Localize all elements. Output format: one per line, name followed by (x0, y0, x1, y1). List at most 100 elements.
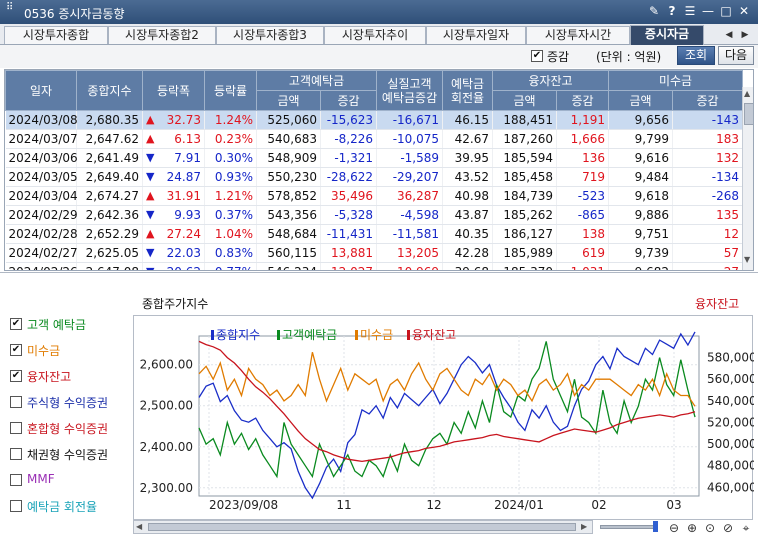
maximize-icon[interactable]: □ (720, 4, 732, 18)
plot-frame (198, 335, 700, 497)
tab-market-summary[interactable]: 시장투자종합 (4, 26, 108, 44)
zoom-in-icon[interactable]: ⊕ (686, 521, 698, 535)
query-button[interactable]: 조회 (677, 46, 715, 65)
legend-swatch (355, 330, 358, 340)
series-toggle-checkbox[interactable]: ✔ (10, 370, 22, 382)
cell-rate: 0.30% (204, 148, 257, 168)
window-menu-icon[interactable]: ⠿ (6, 2, 14, 13)
table-row[interactable]: 2024/02/27 2,625.05 ▼ 22.03 0.83% 560,115 13,8… (5, 243, 744, 263)
cell-change-value: 20.62 (167, 265, 201, 270)
tab-market-trend[interactable]: 시장투자추이 (324, 26, 426, 44)
series-toggle-item[interactable]: 채권형 수익증권 (10, 446, 128, 462)
cell-rate: 1.24% (204, 110, 257, 130)
series-toggle-checkbox[interactable] (10, 422, 22, 434)
down-arrow-icon: ▼ (146, 151, 155, 164)
cell-rate: 0.77% (204, 262, 257, 270)
legend-swatch (211, 330, 214, 340)
hscroll-thumb[interactable] (148, 523, 576, 531)
hscroll-right-icon[interactable]: ▶ (581, 522, 588, 531)
series-toggle-item[interactable]: 주식형 수익증권 (10, 394, 128, 410)
pin-icon[interactable]: ✎ (648, 4, 660, 18)
grid-scrollbar[interactable]: ▲ ▼ (742, 87, 753, 270)
table-row[interactable]: 2024/03/07 2,647.62 ▲ 6.13 0.23% 540,683 -8,22… (5, 129, 744, 149)
cell-turnover: 43.87 (442, 205, 494, 225)
series-toggle-checkbox[interactable] (10, 500, 22, 512)
cell-unpaid: 9,682 (608, 262, 674, 270)
legend-swatch (277, 330, 280, 340)
menu-icon[interactable]: ☰ (684, 4, 696, 18)
crosshair-icon[interactable]: ⌖ (742, 521, 750, 535)
scroll-down-icon[interactable]: ▼ (744, 255, 751, 264)
tab-market-summary2[interactable]: 시장투자종합2 (108, 26, 216, 44)
x-tick-label: 12 (426, 498, 441, 512)
zoom-slider[interactable] (600, 521, 658, 532)
cell-real-deposit: 13,205 (376, 243, 444, 263)
table-row[interactable]: 2024/03/04 2,674.27 ▲ 31.91 1.21% 578,852 35,4… (5, 186, 744, 206)
cell-unpaid: 9,739 (608, 243, 674, 263)
col-deposit-amount: 금액 (256, 90, 321, 111)
zoom-out-icon[interactable]: ⊖ (668, 521, 680, 535)
zoom-slider-knob[interactable] (653, 521, 658, 532)
tab-market-time[interactable]: 시장투자시간 (526, 26, 630, 44)
table-row[interactable]: 2024/02/29 2,642.36 ▼ 9.93 0.37% 543,356 -5,32… (5, 205, 744, 225)
series-toggle-item[interactable]: MMF (10, 472, 128, 488)
next-button[interactable]: 다음 (718, 46, 754, 65)
zoom-reset-icon[interactable]: ⊙ (704, 521, 716, 535)
table-row[interactable]: 2024/02/28 2,652.29 ▲ 27.24 1.04% 548,684 -11,… (5, 224, 744, 244)
cell-credit: 185,458 (492, 167, 558, 187)
scroll-up-icon[interactable]: ▲ (744, 89, 751, 98)
series-toggle-checkbox[interactable]: ✔ (10, 318, 22, 330)
help-icon[interactable]: ? (668, 4, 676, 18)
cell-change-value: 27.24 (166, 227, 201, 241)
cell-date: 2024/03/07 (5, 129, 78, 149)
tab-prev-icon[interactable]: ◀ (725, 30, 733, 40)
zoom-fit-icon[interactable]: ⊘ (722, 521, 734, 535)
series-toggle-item[interactable]: 예탁금 회전율 (10, 498, 128, 514)
series-toggle-label: 주식형 수익증권 (27, 396, 109, 410)
cell-deposit-diff: -28,622 (320, 167, 378, 187)
cell-deposit-diff: -5,328 (320, 205, 378, 225)
chart-hscrollbar[interactable]: ◀ ▶ (133, 520, 593, 534)
cell-credit-diff: 1,031 (556, 262, 610, 270)
cell-turnover: 40.35 (442, 224, 494, 244)
minimize-icon[interactable]: — (702, 4, 714, 18)
series-toggle-checkbox[interactable] (10, 474, 22, 486)
cell-unpaid: 9,618 (608, 186, 674, 206)
series-toggle-item[interactable]: ✔ 융자잔고 (10, 368, 128, 384)
table-row[interactable]: 2024/03/08 2,680.35 ▲ 32.73 1.24% 525,060 -15,… (5, 110, 744, 130)
tab-market-funds[interactable]: 증시자금 (630, 25, 704, 45)
tab-next-icon[interactable]: ▶ (741, 30, 749, 40)
series-toggle-checkbox[interactable] (10, 448, 22, 460)
cell-turnover: 39.95 (442, 148, 494, 168)
cell-unpaid-diff: -143 (672, 110, 744, 130)
series-toggle-checkbox[interactable]: ✔ (10, 344, 22, 356)
cell-change-value: 32.73 (166, 113, 201, 127)
line-chart: 2,600.00 2,500.00 2,400.00 2,300.00 580,000 5… (140, 328, 754, 512)
hscroll-left-icon[interactable]: ◀ (136, 522, 143, 531)
cell-turnover: 42.28 (442, 243, 494, 263)
table-row[interactable]: 2024/03/06 2,641.49 ▼ 7.91 0.30% 548,909 -1,32… (5, 148, 744, 168)
change-checkbox-label: 증감 (547, 50, 570, 64)
table-row[interactable]: 2024/03/05 2,649.40 ▼ 24.87 0.93% 550,230 -28,… (5, 167, 744, 187)
series-toggle-item[interactable]: ✔ 고객 예탁금 (10, 316, 128, 332)
cell-unpaid-diff: 183 (672, 129, 744, 149)
series-toggle-item[interactable]: 혼합형 수익증권 (10, 420, 128, 436)
cell-unpaid-diff: 12 (672, 224, 744, 244)
tab-market-daily[interactable]: 시장투자일자 (426, 26, 526, 44)
left-tick-label: 2,600.00 (140, 358, 193, 372)
cell-unpaid-diff: -134 (672, 167, 744, 187)
cell-rate: 1.04% (204, 224, 257, 244)
change-checkbox[interactable]: ✔ (531, 50, 543, 62)
series-toggle-item[interactable]: ✔ 미수금 (10, 342, 128, 358)
cell-unpaid: 9,886 (608, 205, 674, 225)
chart-left-title: 종합주가지수 (142, 297, 209, 311)
tab-market-summary3[interactable]: 시장투자종합3 (216, 26, 324, 44)
series-toggle-checkbox[interactable] (10, 396, 22, 408)
close-icon[interactable]: ✕ (738, 4, 750, 18)
cell-credit-diff: -523 (556, 186, 610, 206)
table-row[interactable]: 2024/02/262,647.08▼ 20.620.77%546,23412,0… (5, 262, 744, 270)
cell-deposit-diff: 35,496 (320, 186, 378, 206)
scroll-thumb[interactable] (744, 103, 753, 125)
cell-date: 2024/02/28 (5, 224, 78, 244)
cell-turnover: 43.52 (442, 167, 494, 187)
